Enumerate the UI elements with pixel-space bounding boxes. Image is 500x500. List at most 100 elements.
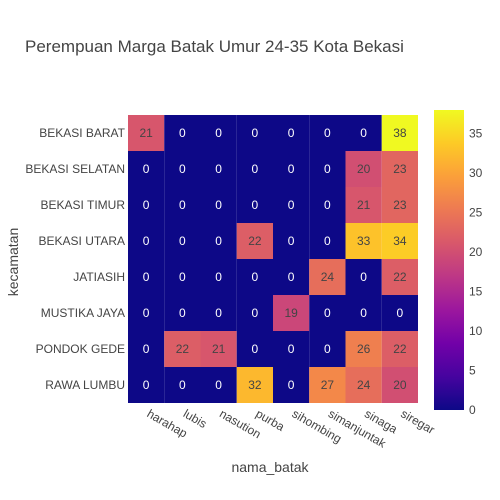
- cell-value-label: 0: [324, 234, 331, 248]
- heatmap-cell: [236, 151, 273, 187]
- cell-value-label: 0: [360, 270, 367, 284]
- x-tick-label: siregar: [398, 406, 437, 436]
- colorbar-tick-label: 25: [469, 206, 483, 220]
- cell-value-label: 24: [321, 270, 335, 284]
- heatmap-cell: [309, 331, 346, 367]
- y-tick-label: PONDOK GEDE: [36, 342, 125, 356]
- cell-value-label: 32: [248, 378, 262, 392]
- cell-value-label: 24: [357, 378, 371, 392]
- cell-value-label: 0: [215, 126, 222, 140]
- cell-value-label: 26: [357, 342, 371, 356]
- cell-value-label: 21: [139, 126, 153, 140]
- heatmap-cell: [128, 367, 165, 403]
- y-tick-label: MUSTIKA JAYA: [41, 306, 125, 320]
- cell-value-label: 20: [357, 162, 371, 176]
- cell-value-label: 0: [397, 306, 404, 320]
- heatmap-cell: [200, 259, 237, 295]
- heatmap-cells: 21 0 0 0 0 0 0 38 0 0 0 0 0 0 20 23 0 0 0 0 0 0 21 23 0 0 0 22 0 0 33 3…: [128, 115, 418, 403]
- cell-value-label: 0: [143, 198, 150, 212]
- cell-value-label: 0: [252, 198, 259, 212]
- cell-value-label: 34: [393, 234, 407, 248]
- heatmap-cell: [345, 151, 382, 187]
- cell-value-label: 0: [252, 306, 259, 320]
- heatmap-cell: [164, 151, 201, 187]
- heatmap-cell: [273, 151, 310, 187]
- cell-value-label: 0: [215, 378, 222, 392]
- cell-value-label: 0: [288, 234, 295, 248]
- cell-value-label: 0: [179, 378, 186, 392]
- heatmap-cell: [200, 295, 237, 331]
- cell-value-label: 0: [252, 342, 259, 356]
- heatmap-cell: [381, 259, 418, 295]
- heatmap-cell: [236, 295, 273, 331]
- cell-value-label: 20: [393, 378, 407, 392]
- cell-value-label: 0: [288, 198, 295, 212]
- cell-value-label: 0: [215, 198, 222, 212]
- cell-value-label: 23: [393, 198, 407, 212]
- heatmap-cell: [309, 259, 346, 295]
- heatmap-cell: [273, 331, 310, 367]
- heatmap-cell: [381, 151, 418, 187]
- y-axis-title: kecamatan: [5, 228, 21, 296]
- heatmap-cell: [164, 331, 201, 367]
- cell-value-label: 0: [215, 234, 222, 248]
- heatmap-cell: [273, 223, 310, 259]
- heatmap-cell: [381, 115, 418, 151]
- cell-value-label: 22: [393, 270, 407, 284]
- heatmap-cell: [381, 223, 418, 259]
- colorbar-tick-label: 5: [469, 364, 476, 378]
- heatmap-cell: [164, 295, 201, 331]
- cell-value-label: 0: [324, 198, 331, 212]
- x-axis-title: nama_batak: [231, 459, 309, 475]
- cell-value-label: 0: [360, 126, 367, 140]
- cell-value-label: 0: [215, 306, 222, 320]
- cell-value-label: 0: [324, 306, 331, 320]
- cell-value-label: 23: [393, 162, 407, 176]
- heatmap-cell: [164, 223, 201, 259]
- heatmap-cell: [345, 367, 382, 403]
- heatmap-cell: [128, 259, 165, 295]
- heatmap-cell: [309, 115, 346, 151]
- colorbar-tick-labels: 0 5 10 15 20 25 30 35: [469, 127, 483, 417]
- heatmap-cell: [236, 259, 273, 295]
- colorbar-tick-label: 10: [469, 324, 483, 338]
- colorbar-tick-label: 30: [469, 166, 483, 180]
- heatmap-cell: [236, 331, 273, 367]
- cell-value-label: 0: [179, 126, 186, 140]
- colorbar-tick-label: 15: [469, 285, 483, 299]
- heatmap-cell: [345, 259, 382, 295]
- y-tick-labels: BEKASI BARAT BEKASI SELATAN BEKASI TIMUR BE…: [25, 126, 125, 392]
- heatmap-cell: [128, 151, 165, 187]
- cell-value-label: 0: [215, 162, 222, 176]
- heatmap-cell: [381, 295, 418, 331]
- heatmap-cell: [200, 367, 237, 403]
- heatmap-cell: [236, 115, 273, 151]
- heatmap-cell: [345, 187, 382, 223]
- y-tick-label: BEKASI UTARA: [39, 234, 125, 248]
- cell-value-label: 0: [143, 162, 150, 176]
- y-tick-label: BEKASI SELATAN: [25, 162, 125, 176]
- cell-value-label: 0: [179, 198, 186, 212]
- cell-value-label: 0: [143, 342, 150, 356]
- colorbar: [434, 110, 464, 410]
- colorbar-tick-label: 35: [469, 127, 483, 141]
- cell-value-label: 0: [143, 306, 150, 320]
- x-tick-label: harahap: [145, 406, 190, 440]
- cell-value-label: 0: [360, 306, 367, 320]
- cell-value-label: 0: [288, 162, 295, 176]
- heatmap-cell: [236, 367, 273, 403]
- heatmap-cell: [200, 187, 237, 223]
- cell-value-label: 0: [252, 270, 259, 284]
- cell-value-label: 0: [288, 378, 295, 392]
- heatmap-cell: [128, 187, 165, 223]
- cell-value-label: 0: [324, 126, 331, 140]
- heatmap-cell: [128, 115, 165, 151]
- heatmap-cell: [345, 115, 382, 151]
- heatmap-cell: [345, 295, 382, 331]
- cell-value-label: 19: [284, 306, 298, 320]
- heatmap-cell: [345, 331, 382, 367]
- y-tick-label: JATIASIH: [73, 270, 125, 284]
- cell-value-label: 0: [288, 342, 295, 356]
- y-tick-label: RAWA LUMBU: [45, 378, 125, 392]
